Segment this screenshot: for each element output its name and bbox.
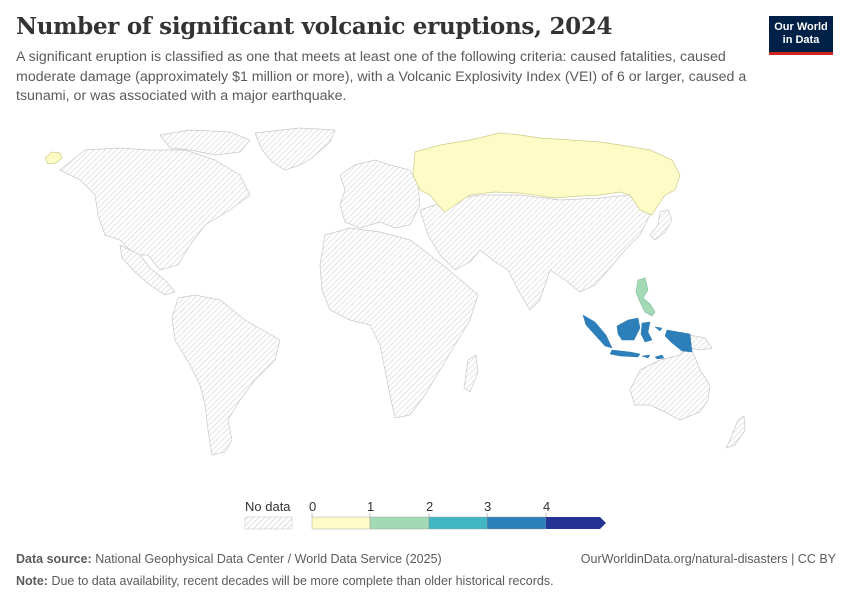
chart-footer: Data source: National Geophysical Data C… <box>16 548 836 592</box>
region-central-america[interactable] <box>119 244 176 296</box>
map-legend: No data 0 1 2 3 4 <box>230 495 630 535</box>
legend-bin-4 <box>546 517 606 529</box>
region-russia[interactable] <box>412 132 681 216</box>
world-map <box>44 127 746 456</box>
legend-bin-2 <box>428 516 488 530</box>
chart-subtitle: A significant eruption is classified as … <box>16 49 747 104</box>
region-indonesia[interactable] <box>582 314 693 360</box>
region-new-zealand[interactable] <box>725 415 746 449</box>
legend-tick-4: 4 <box>543 499 551 514</box>
legend-tick-3: 3 <box>484 499 492 514</box>
region-japan[interactable] <box>649 209 673 241</box>
legend-bin-0 <box>311 516 371 530</box>
region-europe[interactable] <box>339 159 421 229</box>
legend-tick-0: 0 <box>309 499 317 514</box>
region-russia-chukotka[interactable] <box>44 151 63 165</box>
legend-bin-3 <box>486 516 547 530</box>
owid-logo[interactable]: Our World in Data <box>769 16 833 55</box>
region-madagascar[interactable] <box>463 354 479 393</box>
legend-tick-1: 1 <box>367 499 375 514</box>
source-row: Data source: National Geophysical Data C… <box>16 548 836 570</box>
region-africa[interactable] <box>319 227 479 419</box>
region-greenland[interactable] <box>254 127 336 171</box>
region-philippines[interactable] <box>635 277 656 317</box>
legend-bin-1 <box>369 516 430 530</box>
legend-bar <box>244 513 606 530</box>
legend-no-data-swatch <box>244 516 293 530</box>
region-north-america[interactable] <box>59 147 251 271</box>
source-label: Data source: <box>16 552 92 566</box>
region-canada-arctic[interactable] <box>159 129 251 156</box>
note-text: Due to data availability, recent decades… <box>51 574 554 588</box>
region-asia[interactable] <box>419 194 651 311</box>
legend-no-data-label: No data <box>245 499 291 514</box>
logo-line-2: in Data <box>782 34 820 46</box>
note-label: Note: <box>16 574 48 588</box>
chart-title: Number of significant volcanic eruptions… <box>16 13 613 40</box>
chart-header: Number of significant volcanic eruptions… <box>16 10 756 107</box>
logo-line-1: Our World <box>774 21 828 33</box>
region-australia[interactable] <box>629 344 711 421</box>
source-text: National Geophysical Data Center / World… <box>95 552 442 566</box>
region-png[interactable] <box>689 334 713 351</box>
note-row: Note: Due to data availability, recent d… <box>16 570 836 592</box>
legend-tick-2: 2 <box>426 499 434 514</box>
region-south-america[interactable] <box>171 294 281 456</box>
source-url-link[interactable]: OurWorldinData.org/natural-disasters | C… <box>580 552 836 566</box>
